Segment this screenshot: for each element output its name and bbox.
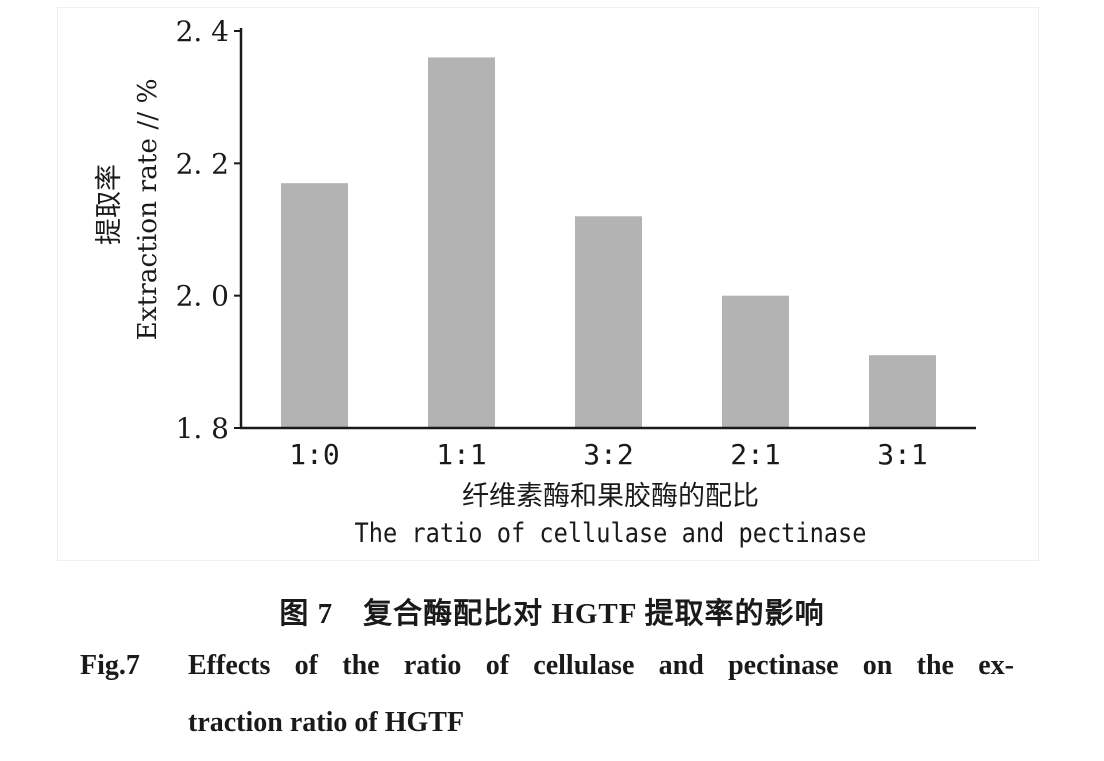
y-tick-label: 2. 0 <box>176 280 229 313</box>
bar-1-1 <box>428 57 495 428</box>
x-axis-title-english: The ratio of cellulase and pectinase <box>355 518 867 549</box>
bar-3-1 <box>869 355 936 428</box>
axes-group <box>234 28 976 430</box>
bar-1-0 <box>281 183 348 428</box>
y-tick-label: 1. 8 <box>176 412 229 445</box>
bar-2-1 <box>722 295 789 428</box>
y-tick-label: 2. 2 <box>176 147 229 180</box>
x-tick-label: 1:1 <box>436 438 487 471</box>
chart-panel: 1. 8 2. 0 2. 2 2. 4 1:0 1:1 3:2 2:1 3:1 纤维素酶和果胶酶的… <box>58 8 1038 560</box>
x-tick-label: 3:2 <box>583 438 634 471</box>
y-axis-title-chinese: 提取率 <box>94 164 125 245</box>
figure-caption-label: Fig.7 <box>80 650 140 681</box>
y-tick-label: 2. 4 <box>176 15 229 48</box>
figure-caption-english-line2: traction ratio of HGTF <box>188 707 465 738</box>
bars-group <box>281 57 936 428</box>
figure-caption-chinese: 图 7 复合酶配比对 HGTF 提取率的影响 <box>279 598 825 630</box>
x-axis-title-chinese: 纤维素酶和果胶酶的配比 <box>462 481 759 512</box>
y-axis-title-english: Extraction rate // % <box>133 79 163 341</box>
x-tick-label: 1:0 <box>289 438 340 471</box>
labels-group: 1. 8 2. 0 2. 2 2. 4 1:0 1:1 3:2 2:1 3:1 纤维素酶和果胶酶的… <box>94 15 928 549</box>
x-tick-label: 2:1 <box>730 438 781 471</box>
bar-chart: 1. 8 2. 0 2. 2 2. 4 1:0 1:1 3:2 2:1 3:1 纤维素酶和果胶酶的… <box>94 15 976 549</box>
x-tick-label: 3:1 <box>877 438 928 471</box>
figure-caption-english-line1: Effects of the ratio of cellulase and pe… <box>188 650 1014 681</box>
bar-3-2 <box>575 216 642 428</box>
